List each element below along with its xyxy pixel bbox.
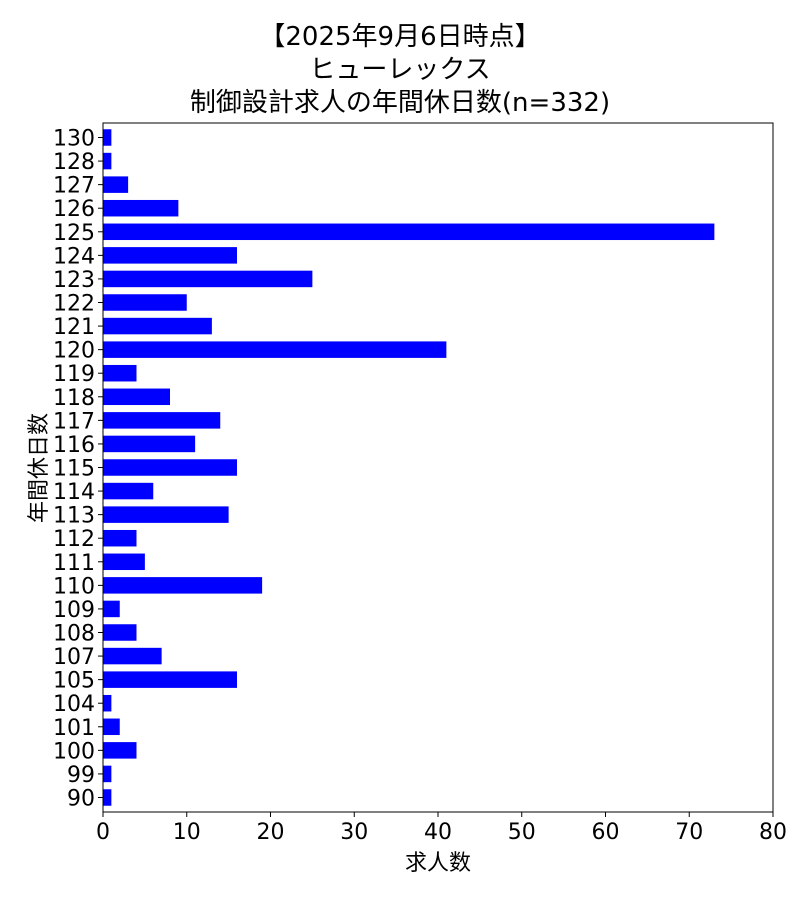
bar-126 [103, 199, 179, 217]
y-tick-label: 100 [53, 739, 95, 764]
y-tick-label: 101 [53, 716, 95, 741]
y-tick-label: 124 [53, 244, 95, 269]
bar-90 [103, 789, 112, 806]
bars-group [103, 129, 715, 806]
y-tick-label: 99 [67, 763, 95, 788]
bar-120 [103, 341, 447, 358]
bar-124 [103, 247, 237, 264]
y-tick-label: 90 [67, 787, 95, 812]
y-tick-label: 116 [53, 433, 95, 458]
bar-125 [103, 223, 715, 241]
bar-108 [103, 624, 137, 641]
bar-115 [103, 459, 237, 476]
bar-130 [103, 129, 112, 146]
bar-114 [103, 482, 154, 500]
bar-101 [103, 718, 120, 736]
y-tick-label: 113 [53, 504, 95, 529]
bar-104 [103, 694, 112, 712]
bar-107 [103, 647, 162, 665]
y-tick-label: 130 [53, 127, 95, 152]
chart-title-line-3: 制御設計求人の年間休日数(n=332) [189, 88, 611, 118]
bar-99 [103, 765, 112, 783]
y-tick-label: 121 [53, 315, 95, 340]
y-tick-label: 118 [53, 386, 95, 411]
chart-title-line-1: 【2025年9月6日時点】 [259, 22, 541, 52]
x-tick-label: 80 [759, 820, 787, 845]
x-axis-ticks: 0 10 20 30 40 50 60 70 80 [96, 812, 787, 845]
y-tick-label: 122 [53, 292, 95, 317]
x-tick-label: 0 [96, 820, 110, 845]
y-tick-label: 104 [53, 692, 95, 717]
x-tick-label: 70 [675, 820, 703, 845]
y-tick-label: 108 [53, 622, 95, 647]
chart-title-line-2: ヒューレックス [309, 55, 491, 85]
x-tick-label: 30 [340, 820, 368, 845]
y-tick-label: 105 [53, 669, 95, 694]
x-axis-label: 求人数 [405, 851, 471, 876]
y-tick-label: 119 [53, 362, 95, 387]
bar-128 [103, 152, 112, 170]
bar-118 [103, 388, 170, 406]
x-tick-label: 60 [592, 820, 620, 845]
y-tick-label: 109 [53, 598, 95, 623]
y-tick-label: 127 [53, 174, 95, 199]
x-tick-label: 40 [424, 820, 452, 845]
y-tick-label: 126 [53, 197, 95, 222]
y-tick-label: 111 [53, 551, 95, 576]
bar-116 [103, 435, 196, 453]
bar-119 [103, 364, 137, 382]
y-tick-label: 114 [53, 480, 95, 505]
y-tick-label: 110 [53, 574, 95, 599]
bar-127 [103, 176, 129, 193]
bar-121 [103, 317, 212, 335]
y-tick-label: 128 [53, 150, 95, 175]
bar-122 [103, 294, 187, 311]
y-tick-label: 115 [53, 457, 95, 482]
y-tick-label: 107 [53, 645, 95, 670]
y-tick-label: 117 [53, 409, 95, 434]
y-tick-label: 120 [53, 339, 95, 364]
bar-113 [103, 506, 229, 523]
bar-109 [103, 600, 120, 618]
y-tick-label: 125 [53, 221, 95, 246]
y-axis-label: 年間休日数 [27, 413, 52, 523]
x-tick-label: 50 [508, 820, 536, 845]
y-axis-ticks: 1301281271261251241231221211201191181171… [53, 127, 103, 812]
bar-110 [103, 577, 263, 594]
y-tick-label: 123 [53, 268, 95, 293]
bar-117 [103, 412, 221, 429]
x-tick-label: 20 [257, 820, 285, 845]
bar-111 [103, 553, 145, 571]
bar-100 [103, 742, 137, 759]
y-tick-label: 112 [53, 527, 95, 552]
x-tick-label: 10 [173, 820, 201, 845]
bar-105 [103, 671, 237, 688]
bar-112 [103, 529, 137, 547]
bar-123 [103, 270, 313, 288]
